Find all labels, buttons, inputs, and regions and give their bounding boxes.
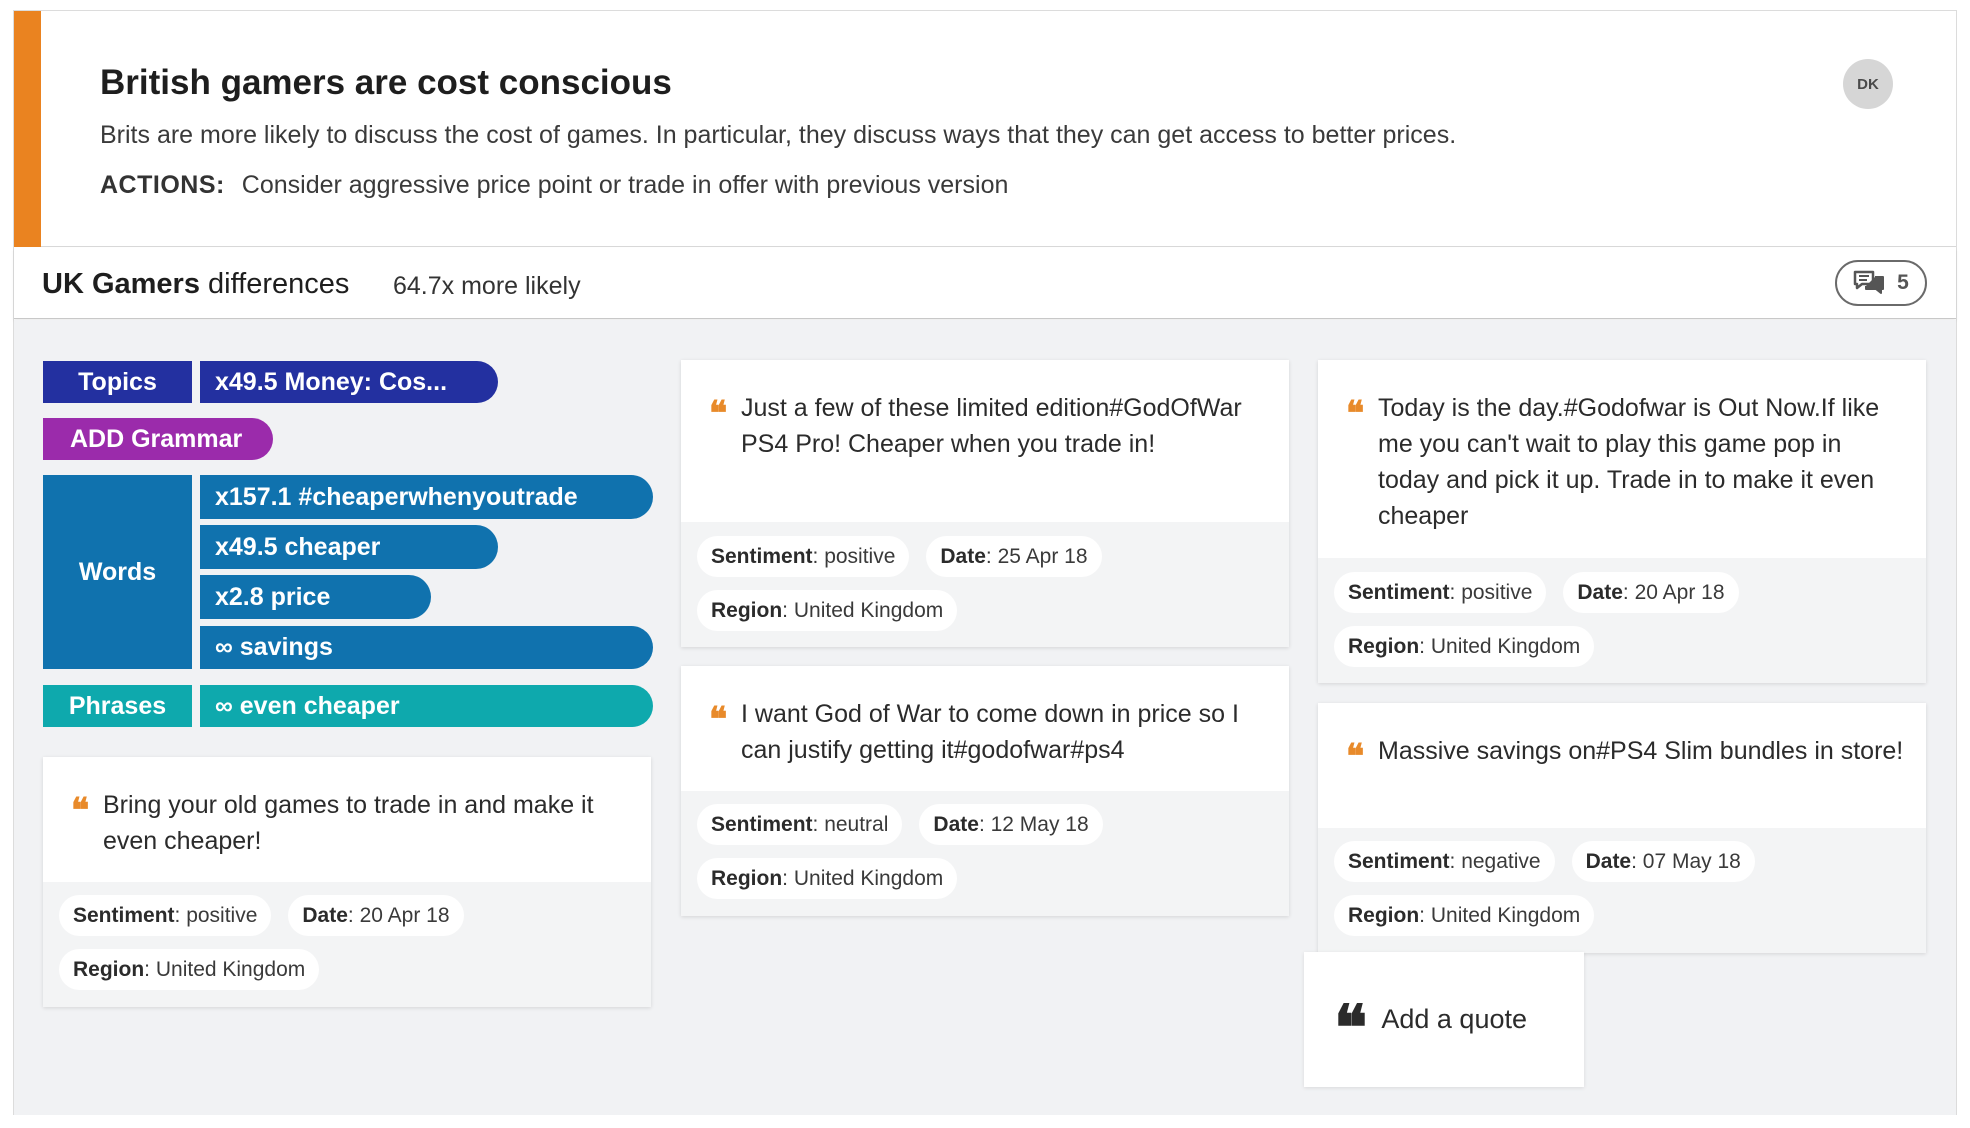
quote-text: Just a few of these limited edition#GodO… xyxy=(741,394,1242,458)
sentiment-value: positive xyxy=(824,544,896,568)
word-tag[interactable]: x49.5 cheaper xyxy=(200,525,498,569)
region-value: United Kingdom xyxy=(1430,634,1581,658)
region-value: United Kingdom xyxy=(155,957,306,981)
sentiment-value: negative xyxy=(1461,849,1541,873)
actions-text: Consider aggressive price point or trade… xyxy=(241,171,1009,199)
region-key: Region xyxy=(73,957,145,981)
region-key: Region xyxy=(1348,903,1420,927)
region-value: United Kingdom xyxy=(793,598,944,622)
region-badge: Region: United Kingdom xyxy=(59,949,320,990)
insight-title: British gamers are cost conscious xyxy=(100,63,672,102)
words-label: Words xyxy=(43,475,192,669)
date-badge: Date: 07 May 18 xyxy=(1571,841,1755,882)
region-value: United Kingdom xyxy=(1430,903,1581,927)
date-key: Date xyxy=(302,903,348,927)
sentiment-key: Sentiment xyxy=(73,903,175,927)
sentiment-badge: Sentiment: negative xyxy=(1334,841,1555,882)
differences-title: UK Gamers differences xyxy=(42,268,349,301)
insight-description: Brits are more likely to discuss the cos… xyxy=(100,121,1457,149)
date-value: 12 May 18 xyxy=(990,812,1089,836)
sentiment-key: Sentiment xyxy=(711,544,813,568)
insight-card: British gamers are cost conscious Brits … xyxy=(13,10,1957,1115)
date-badge: Date: 20 Apr 18 xyxy=(288,895,464,936)
region-badge: Region: United Kingdom xyxy=(1334,626,1595,667)
sentiment-value: positive xyxy=(1461,580,1533,604)
quote-icon: ❝ xyxy=(1346,394,1365,434)
grammar-tag[interactable]: ADD Grammar xyxy=(43,418,273,460)
quote-icon: ❝ xyxy=(1346,737,1365,777)
differences-bar: UK Gamers differences 64.7x more likely … xyxy=(14,248,1956,319)
region-badge: Region: United Kingdom xyxy=(697,590,958,631)
sentiment-key: Sentiment xyxy=(711,812,813,836)
region-key: Region xyxy=(711,598,783,622)
region-badge: Region: United Kingdom xyxy=(697,858,958,899)
quote-card[interactable]: ❝ Just a few of these limited edition#Go… xyxy=(681,360,1289,647)
actions-row: ACTIONS: Consider aggressive price point… xyxy=(100,171,1008,200)
date-key: Date xyxy=(1585,849,1632,873)
region-key: Region xyxy=(711,866,783,890)
sentiment-badge: Sentiment: positive xyxy=(1334,572,1547,613)
date-key: Date xyxy=(933,812,979,836)
insight-header: British gamers are cost conscious Brits … xyxy=(14,11,1956,247)
topics-label: Topics xyxy=(43,361,192,403)
date-badge: Date: 25 Apr 18 xyxy=(926,536,1102,577)
quote-icon: ❝ xyxy=(71,791,90,831)
quote-text: Today is the day.#Godofwar is Out Now.If… xyxy=(1378,394,1880,530)
add-quote-button[interactable]: ❝ Add a quote xyxy=(1304,952,1584,1087)
quote-text: Bring your old games to trade in and mak… xyxy=(103,791,594,855)
group-name: UK Gamers xyxy=(42,268,200,300)
accent-bar xyxy=(14,11,41,247)
quote-text: I want God of War to come down in price … xyxy=(741,700,1239,764)
date-value: 07 May 18 xyxy=(1642,849,1741,873)
sentiment-value: neutral xyxy=(824,812,889,836)
add-quote-label: Add a quote xyxy=(1381,1004,1528,1034)
comments-button[interactable]: 5 xyxy=(1835,260,1927,306)
quote-card[interactable]: ❝ I want God of War to come down in pric… xyxy=(681,666,1289,916)
comment-count: 5 xyxy=(1897,271,1909,294)
region-value: United Kingdom xyxy=(793,866,944,890)
region-key: Region xyxy=(1348,634,1420,658)
word-tag[interactable]: x157.1 #cheaperwhenyoutrade xyxy=(200,475,653,519)
likelihood-text: 64.7x more likely xyxy=(393,272,581,300)
comments-icon xyxy=(1853,270,1885,294)
sentiment-key: Sentiment xyxy=(1348,580,1450,604)
quote-card[interactable]: ❝ Today is the day.#Godofwar is Out Now.… xyxy=(1318,360,1926,683)
word-tag[interactable]: ∞ savings xyxy=(200,626,653,669)
sentiment-badge: Sentiment: positive xyxy=(59,895,272,936)
phrases-label: Phrases xyxy=(43,685,192,727)
avatar[interactable]: DK xyxy=(1843,59,1893,109)
date-value: 25 Apr 18 xyxy=(997,544,1088,568)
quote-card[interactable]: ❝ Bring your old games to trade in and m… xyxy=(43,757,651,1007)
word-tag[interactable]: x2.8 price xyxy=(200,575,431,619)
date-value: 20 Apr 18 xyxy=(1634,580,1725,604)
date-key: Date xyxy=(940,544,986,568)
differences-suffix: differences xyxy=(208,268,350,300)
sentiment-badge: Sentiment: positive xyxy=(697,536,910,577)
sentiment-value: positive xyxy=(186,903,258,927)
quote-card[interactable]: ❝ Massive savings on#PS4 Slim bundles in… xyxy=(1318,703,1926,953)
region-badge: Region: United Kingdom xyxy=(1334,895,1595,936)
quote-text: Massive savings on#PS4 Slim bundles in s… xyxy=(1378,737,1904,765)
sentiment-badge: Sentiment: neutral xyxy=(697,804,903,845)
sentiment-key: Sentiment xyxy=(1348,849,1450,873)
quote-icon: ❝ xyxy=(709,394,728,434)
phrase-tag[interactable]: ∞ even cheaper xyxy=(200,685,653,727)
quote-icon: ❝ xyxy=(1334,990,1368,1064)
date-value: 20 Apr 18 xyxy=(359,903,450,927)
quotes-area: Topics x49.5 Money: Cos... ADD Grammar W… xyxy=(14,320,1956,1115)
actions-label: ACTIONS: xyxy=(100,171,225,199)
date-badge: Date: 12 May 18 xyxy=(919,804,1103,845)
date-badge: Date: 20 Apr 18 xyxy=(1563,572,1739,613)
topic-tag[interactable]: x49.5 Money: Cos... xyxy=(200,361,498,403)
date-key: Date xyxy=(1577,580,1623,604)
quote-icon: ❝ xyxy=(709,700,728,740)
